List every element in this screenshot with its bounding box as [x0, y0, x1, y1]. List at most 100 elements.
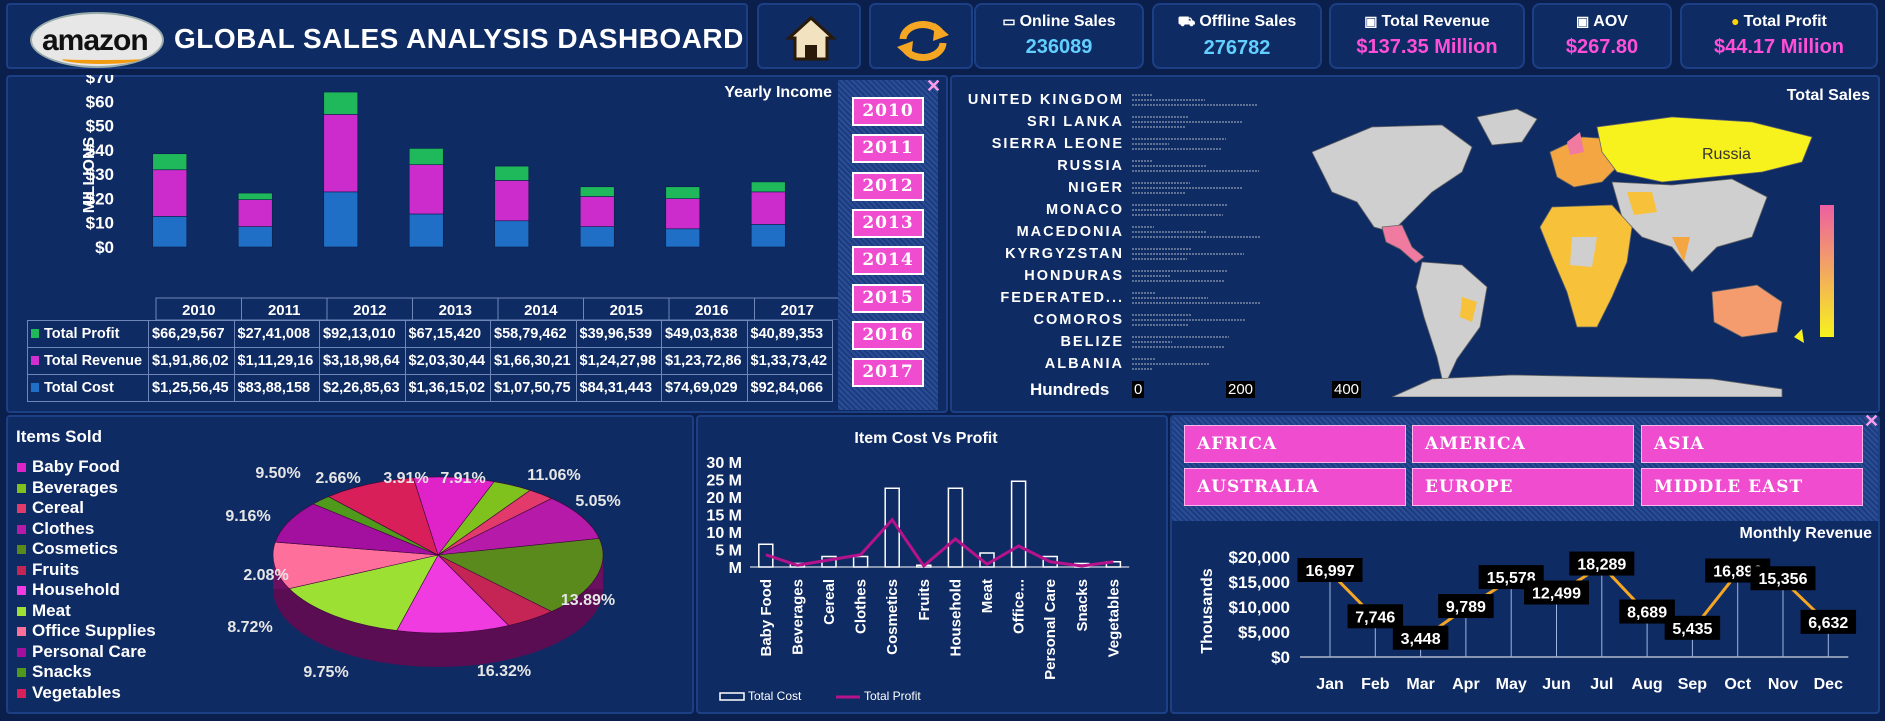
data-label-text: 9,789 — [1446, 599, 1486, 616]
bar-total-profit — [237, 192, 273, 200]
refresh-icon — [897, 21, 949, 61]
clear-filter-icon[interactable]: ✕ — [1864, 411, 1880, 431]
chart-title: Item Cost Vs Profit — [854, 430, 998, 447]
table-cell: $92,84,066 — [746, 374, 833, 402]
region-asia[interactable]: ASIA — [1641, 425, 1863, 463]
coins-icon: ● — [1731, 13, 1740, 29]
table-cell: $58,79,462 — [490, 320, 577, 348]
kpi-value: $44.17 Million — [1713, 36, 1845, 58]
region-europe[interactable]: EUROPE — [1412, 468, 1634, 506]
legend-swatch — [17, 586, 26, 595]
pie-slice — [327, 477, 439, 556]
legend-label: Vegetables — [32, 682, 121, 702]
legend-swatch — [17, 565, 26, 575]
cart-icon: ⛟ — [1177, 13, 1196, 29]
kpi-label: Total Revenue — [1381, 13, 1490, 30]
x-tick: Office... — [1011, 579, 1028, 634]
data-label: 6,632 — [1800, 609, 1857, 634]
y-tick: $10,000 — [1229, 598, 1290, 617]
bar-total-profit — [408, 148, 444, 165]
data-label-text: 12,499 — [1532, 586, 1581, 603]
bar-total-profit — [750, 181, 786, 193]
y-axis-label: MILLIONS — [81, 136, 98, 213]
y-tick: $10 — [86, 214, 114, 233]
chart-title: Monthly Revenue — [1740, 525, 1873, 542]
region-america[interactable]: AMERICA — [1412, 425, 1634, 463]
year-button-2015[interactable]: 2015 — [852, 283, 924, 313]
x-tick: Beverages — [789, 579, 806, 655]
country-label: BELIZE — [1060, 334, 1124, 350]
kpi-value: 276782 — [1203, 37, 1271, 59]
bar-total-profit — [579, 186, 615, 197]
legend-label: Baby Food — [32, 457, 120, 476]
legend-swatch — [17, 463, 26, 472]
legend-swatch — [31, 356, 39, 365]
x-tick: 2012 — [353, 302, 386, 319]
title-bar: amazon GLOBAL SALES ANALYSIS DASHBOARD — [6, 3, 748, 69]
data-label: 5,435 — [1664, 615, 1721, 640]
bar-total-revenue — [665, 198, 701, 230]
bar-total-cost — [579, 226, 615, 248]
world-map[interactable]: Russia — [1312, 97, 1832, 397]
legend-label: Office Supplies — [32, 621, 156, 640]
year-button-2013[interactable]: 2013 — [852, 208, 924, 238]
pie-data-label: 2.66% — [315, 470, 360, 487]
x-tick: Personal Care — [1042, 579, 1059, 680]
country-label: MONACO — [1045, 202, 1124, 218]
year-button-2016[interactable]: 2016 — [852, 320, 924, 350]
region-africa[interactable]: AFRICA — [1184, 425, 1406, 463]
table-cell: $40,89,353 — [746, 320, 833, 348]
legend-swatch — [17, 627, 26, 636]
year-button-2011[interactable]: 2011 — [852, 134, 924, 164]
logo-text: amazon — [42, 24, 149, 57]
country-label: RUSSIA — [1057, 158, 1124, 174]
chart-title: Items Sold — [16, 427, 102, 446]
y-tick: $40 — [86, 141, 114, 160]
kpi-offline-sales: ⛟ Offline Sales 276782 — [1152, 3, 1322, 69]
year-button-2014[interactable]: 2014 — [852, 246, 924, 276]
data-label: 7,746 — [1347, 604, 1404, 629]
bar-total-cost — [852, 555, 869, 568]
pie-data-label: 8.72% — [227, 619, 272, 636]
row-label: Total Cost — [27, 374, 149, 402]
country-label: UNITED KINGDOM — [967, 92, 1124, 108]
home-button[interactable] — [757, 3, 861, 69]
year-button-2012[interactable]: 2012 — [852, 171, 924, 201]
data-label: 3,448 — [1392, 625, 1449, 650]
year-button-2010[interactable]: 2010 — [852, 97, 924, 126]
table-cell: $39,96,539 — [575, 320, 662, 348]
bar-total-cost — [750, 224, 786, 248]
bar-total-cost — [1105, 561, 1122, 568]
year-button-2017[interactable]: 2017 — [852, 358, 924, 388]
table-cell: $1,33,73,42 — [746, 347, 833, 375]
data-label: 12,499 — [1524, 580, 1589, 605]
y-tick: $0 — [95, 238, 114, 257]
y-tick: $0 — [1271, 648, 1290, 667]
x-tick: 2016 — [695, 302, 728, 319]
legend-label: Fruits — [32, 559, 80, 579]
refresh-button[interactable] — [869, 3, 973, 69]
legend-label: Cereal — [32, 498, 84, 517]
table-cell: $2,26,85,63 — [319, 374, 406, 402]
pie-slice — [437, 498, 600, 556]
country-label: ALBANIA — [1044, 356, 1124, 372]
x-tick: Clothes — [853, 579, 870, 634]
legend-item: Fruits — [17, 560, 79, 580]
table-row: Total Revenue $1,91,86,02 $1,11,29,16 $3,18… — [27, 347, 833, 375]
legend-item: Meat — [17, 601, 71, 621]
table-cell: $66,29,567 — [148, 320, 235, 348]
legend-cost-label: Total Cost — [748, 689, 802, 703]
bar-total-cost — [152, 216, 188, 248]
monitor-icon: ▭ — [1002, 13, 1016, 29]
table-cell: $67,15,420 — [404, 320, 491, 348]
bar-total-revenue — [237, 199, 273, 227]
x-tick: Fruits — [916, 579, 933, 621]
cash-icon: ▣ — [1576, 13, 1590, 29]
legend-swatch — [17, 688, 26, 698]
region-middle-east[interactable]: MIDDLE EAST — [1641, 468, 1863, 506]
x-tick: Household — [947, 579, 964, 657]
clear-filter-icon[interactable]: ✕ — [926, 76, 942, 96]
x-tick: Feb — [1361, 676, 1390, 693]
x-tick: Cereal — [821, 579, 838, 625]
region-australia[interactable]: AUSTRALIA — [1184, 468, 1406, 506]
